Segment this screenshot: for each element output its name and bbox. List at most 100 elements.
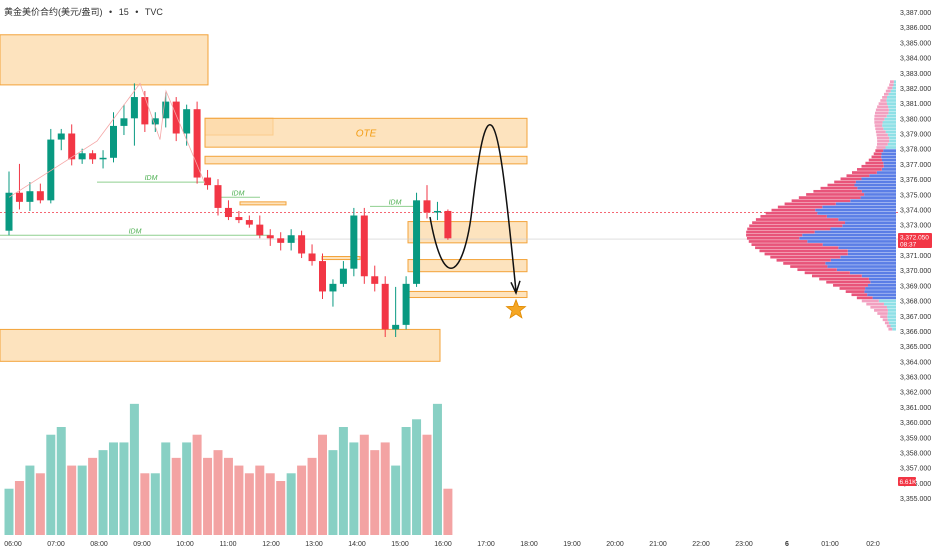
volume-profile-down (875, 130, 886, 134)
x-axis-label: 02:0 (866, 541, 880, 548)
y-axis-label: 3,385.000 (900, 40, 931, 47)
volume-profile-down (746, 233, 803, 237)
volume-profile-down (834, 180, 856, 184)
volume-profile-up (855, 180, 896, 184)
volume-profile-down (819, 277, 869, 281)
separator: • (135, 7, 139, 17)
idm-label: IDM (129, 228, 142, 235)
candle-body (392, 324, 400, 330)
zone-box (407, 221, 528, 244)
volume-profile-down (890, 80, 894, 84)
volume-profile-up (893, 80, 896, 84)
x-axis-label: 11:00 (220, 541, 237, 548)
y-axis-label: 3,373.000 (900, 223, 931, 230)
volume-profile-down (790, 265, 828, 268)
volume-profile-up (847, 249, 896, 253)
volume-bar (223, 457, 233, 535)
volume-profile-up (857, 186, 896, 190)
volume-profile-down (875, 108, 889, 112)
price-badge (898, 233, 932, 249)
interval-label[interactable]: 15 (118, 7, 129, 17)
y-axis-label: 3,379.000 (900, 132, 931, 139)
volume-profile-up (861, 189, 896, 193)
y-axis-label: 3,366.000 (900, 329, 931, 336)
volume-profile-down (839, 287, 866, 290)
volume-profile-down (764, 252, 848, 256)
volume-profile-up (886, 102, 896, 106)
x-axis-label: 09:00 (133, 541, 151, 548)
candle-body (5, 192, 13, 231)
volume-profile-up (850, 199, 896, 203)
star-icon (505, 298, 527, 319)
volume-profile-down (889, 83, 894, 87)
volume-profile-up (883, 161, 896, 165)
volume-profile-down (876, 146, 886, 149)
volume-profile-up (883, 149, 896, 152)
y-axis-label: 3,360.000 (900, 420, 931, 427)
candle-body (360, 215, 368, 277)
x-axis-label: 19:00 (563, 541, 581, 548)
y-axis-label: 3,367.000 (900, 314, 931, 321)
volume-profile-down (784, 202, 836, 206)
volume-profile-up (827, 265, 896, 268)
volume-profile-down (760, 215, 827, 218)
volume-profile-down (770, 255, 841, 259)
volume-profile-up (861, 274, 896, 278)
candle-body (319, 261, 326, 292)
volume-profile-up (886, 114, 896, 118)
candle-body (433, 210, 441, 213)
volume-profile-down (852, 171, 877, 174)
volume-bar (401, 427, 411, 535)
candle-body (26, 191, 34, 202)
volume-profile-down (751, 243, 823, 246)
candle-body (266, 235, 274, 239)
x-axis-label: 20:00 (606, 541, 624, 548)
volume-profile-up (886, 96, 896, 99)
structure-line (8, 82, 206, 198)
y-axis-label: 3,377.000 (900, 162, 931, 169)
volume-profile-up (883, 127, 896, 131)
zone-box (0, 328, 441, 362)
volume-profile-up (888, 111, 896, 115)
chart-title-bar: 黄金美价合约(美元/盎司) • 15 • TVC (4, 5, 167, 18)
volume-profile-up (802, 233, 896, 237)
y-axis-label: 3,357.000 (900, 466, 931, 473)
volume-profile-down (865, 161, 884, 165)
volume-profile-up (815, 208, 896, 212)
volume-profile-down (746, 236, 800, 240)
volume-bar (129, 403, 139, 535)
volume-profile-down (876, 133, 888, 137)
price-badge-value: 3,372.050 (900, 235, 929, 242)
volume-profile-down (880, 99, 887, 102)
volume-bar (432, 403, 442, 535)
volume-profile-down (791, 199, 851, 203)
candle-body (183, 109, 191, 134)
candle-body (47, 139, 55, 201)
candle-body (193, 109, 201, 178)
y-axis-label: 3,375.000 (900, 192, 931, 199)
volume-profile-down (746, 230, 815, 234)
volume-profile-down (876, 136, 890, 140)
volume-profile-down (797, 268, 837, 272)
y-axis-label: 3,362.000 (900, 390, 931, 397)
x-axis-label: 21:00 (649, 541, 667, 548)
volume-profile-up (869, 174, 896, 178)
volume-bar (192, 434, 202, 535)
volume-profile-up (878, 299, 896, 303)
volume-profile-up (887, 318, 896, 322)
volume-bar (265, 473, 275, 535)
volume-bar (244, 473, 254, 535)
volume-bar (88, 457, 98, 535)
volume-profile-up (882, 121, 896, 124)
volume-profile-down (840, 177, 862, 181)
volume-profile-down (861, 299, 879, 303)
volume-profile-down (765, 211, 818, 215)
x-axis-label: 08:00 (90, 541, 108, 548)
volume-profile-down (820, 186, 858, 190)
volume-profile-down (874, 309, 888, 312)
volume-profile-up (889, 139, 896, 143)
volume-profile-up (817, 211, 896, 215)
volume-profile-down (783, 262, 826, 265)
